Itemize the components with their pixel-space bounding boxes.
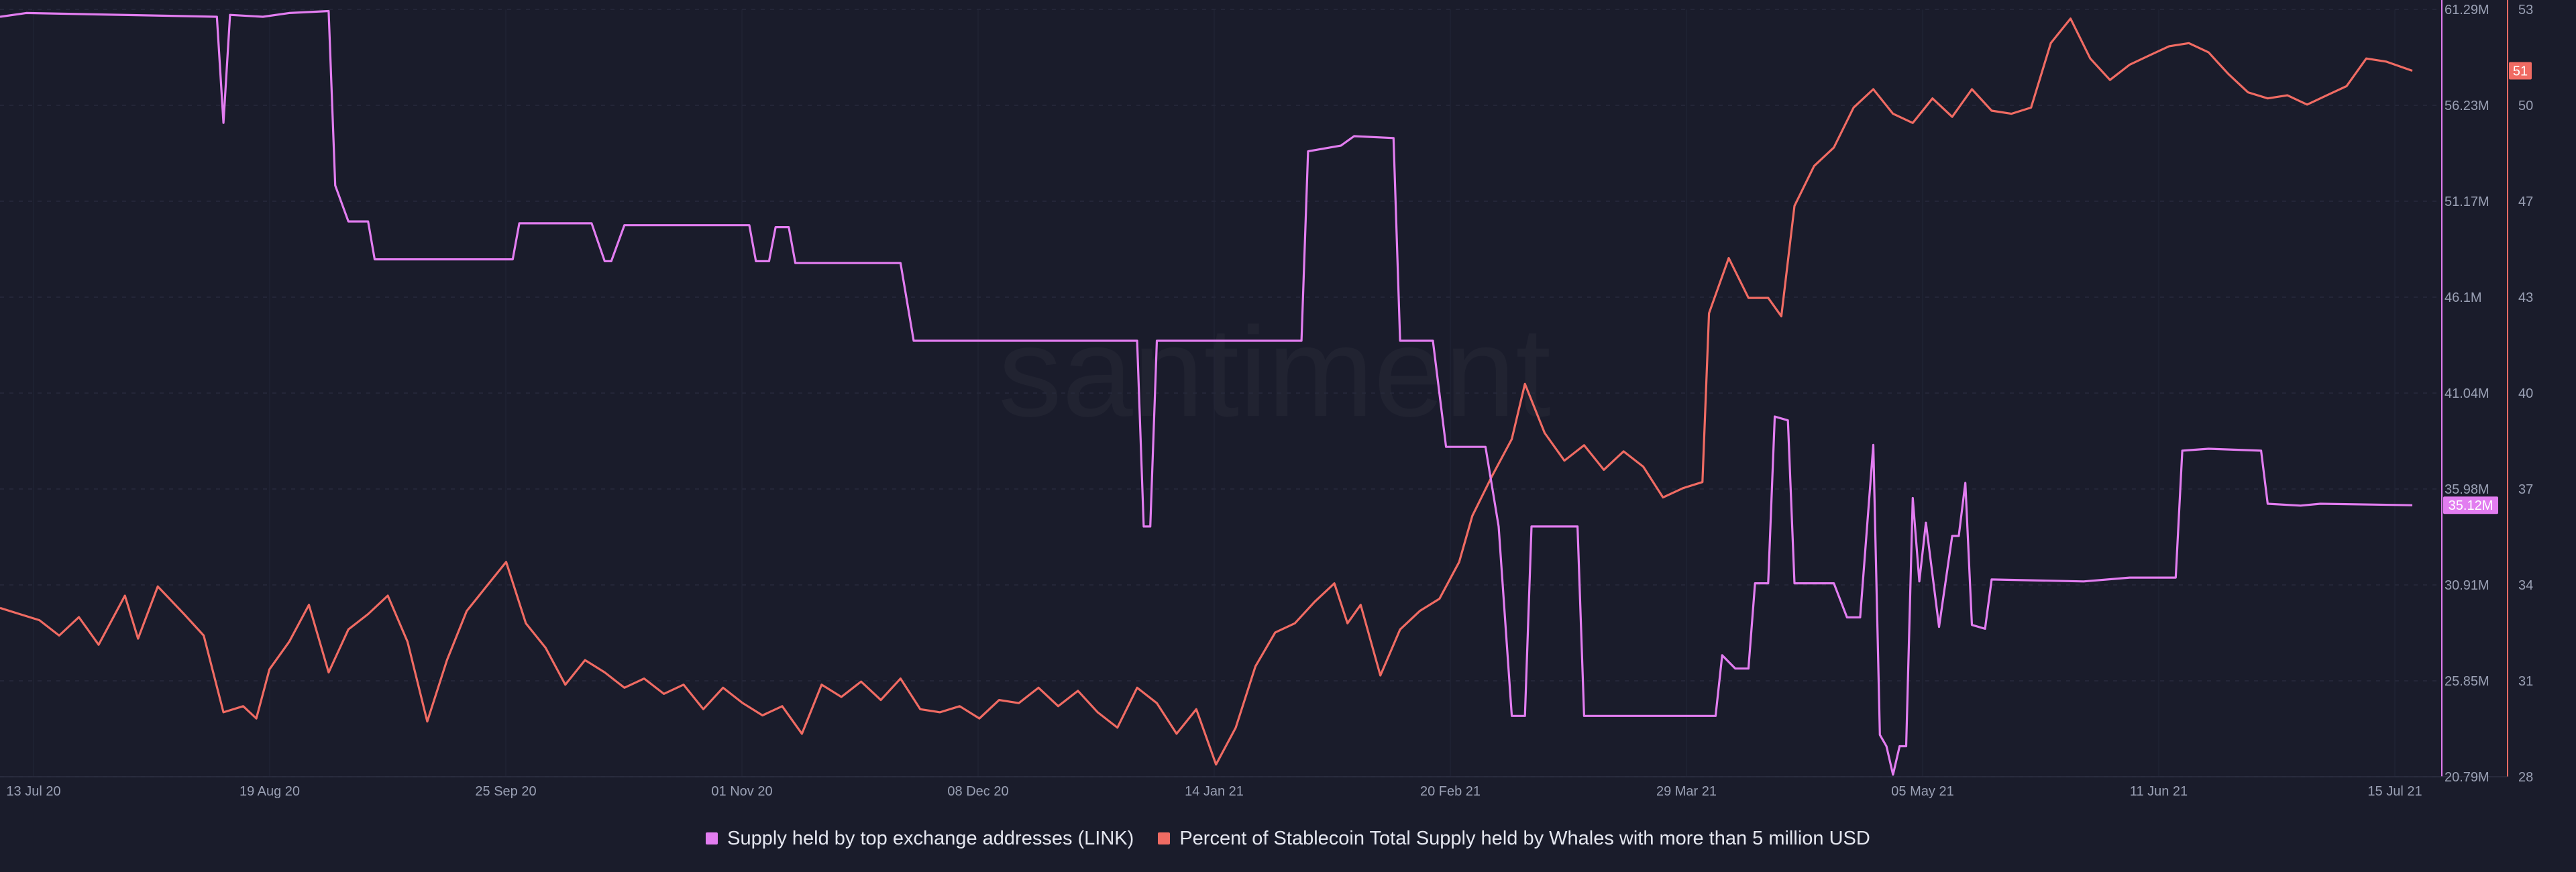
- legend-item-exchange-supply[interactable]: Supply held by top exchange addresses (L…: [706, 828, 1134, 850]
- left-axis-tick-label: 51.17M: [2445, 195, 2489, 209]
- left-axis-tick-label: 30.91M: [2445, 578, 2489, 593]
- right-axis-tick-label: 53: [2518, 3, 2533, 17]
- left-axis-tick-label: 20.79M: [2445, 770, 2489, 785]
- right-axis-tick-label: 31: [2518, 674, 2533, 689]
- right-axis-tick-label: 34: [2518, 578, 2533, 593]
- left-axis-tick-label: 61.29M: [2445, 3, 2489, 17]
- legend-swatch-exchange-supply: [706, 832, 718, 844]
- x-axis-tick-label: 11 Jun 21: [2130, 784, 2188, 799]
- legend-item-stablecoin-whales[interactable]: Percent of Stablecoin Total Supply held …: [1158, 828, 1870, 850]
- legend-swatch-stablecoin-whales: [1158, 832, 1171, 844]
- current-value-label-exchange-supply: 35.12M: [2449, 498, 2493, 513]
- series-line-exchange-supply[interactable]: [0, 9, 2413, 776]
- x-axis-tick-label: 08 Dec 20: [947, 784, 1008, 799]
- x-axis-tick-label: 25 Sep 20: [475, 784, 536, 799]
- right-axis-tick-label: 50: [2518, 99, 2533, 113]
- x-axis-tick-label: 13 Jul 20: [6, 784, 60, 799]
- x-axis-tick-label: 20 Feb 21: [1420, 784, 1481, 799]
- legend: Supply held by top exchange addresses (L…: [0, 824, 2576, 853]
- left-axis-tick-label: 25.85M: [2445, 674, 2489, 689]
- x-axis-tick-label: 01 Nov 20: [711, 784, 772, 799]
- right-axis-tick-label: 47: [2518, 195, 2533, 209]
- x-axis-tick-label: 19 Aug 20: [239, 784, 300, 799]
- series-line-stablecoin-whales[interactable]: [0, 17, 2413, 766]
- current-value-label-stablecoin-whales: 51: [2513, 64, 2528, 79]
- series-layer: [0, 9, 2413, 776]
- x-axis-tick-label: 14 Jan 21: [1185, 784, 1244, 799]
- axes: [0, 0, 2508, 777]
- tick-labels: 61.29M 56.23M 51.17M 46.1M 41.04M 35.98M 30.91…: [6, 3, 2533, 799]
- x-axis-tick-label: 15 Jul 21: [2367, 784, 2422, 799]
- left-axis-tick-label: 56.23M: [2445, 99, 2489, 113]
- x-axis-tick-label: 05 May 21: [1891, 784, 1953, 799]
- current-value-badge-exchange-supply: [2443, 496, 2498, 514]
- legend-label-exchange-supply: Supply held by top exchange addresses (L…: [727, 827, 1134, 849]
- left-axis-tick-label: 41.04M: [2445, 386, 2489, 401]
- watermark: santiment: [998, 301, 1551, 443]
- right-axis-tick-label: 43: [2518, 290, 2533, 305]
- right-axis-tick-label: 37: [2518, 482, 2533, 497]
- right-axis-tick-label: 40: [2518, 386, 2533, 401]
- current-value-badges: 51 35.12M: [2443, 62, 2532, 514]
- legend-label-stablecoin-whales: Percent of Stablecoin Total Supply held …: [1179, 827, 1870, 849]
- current-value-badge-stablecoin-whales: [2509, 62, 2532, 80]
- left-axis-tick-label: 35.98M: [2445, 482, 2489, 497]
- left-axis-tick-label: 46.1M: [2445, 290, 2482, 305]
- right-axis-tick-label: 28: [2518, 770, 2533, 785]
- x-axis-tick-label: 29 Mar 21: [1656, 784, 1717, 799]
